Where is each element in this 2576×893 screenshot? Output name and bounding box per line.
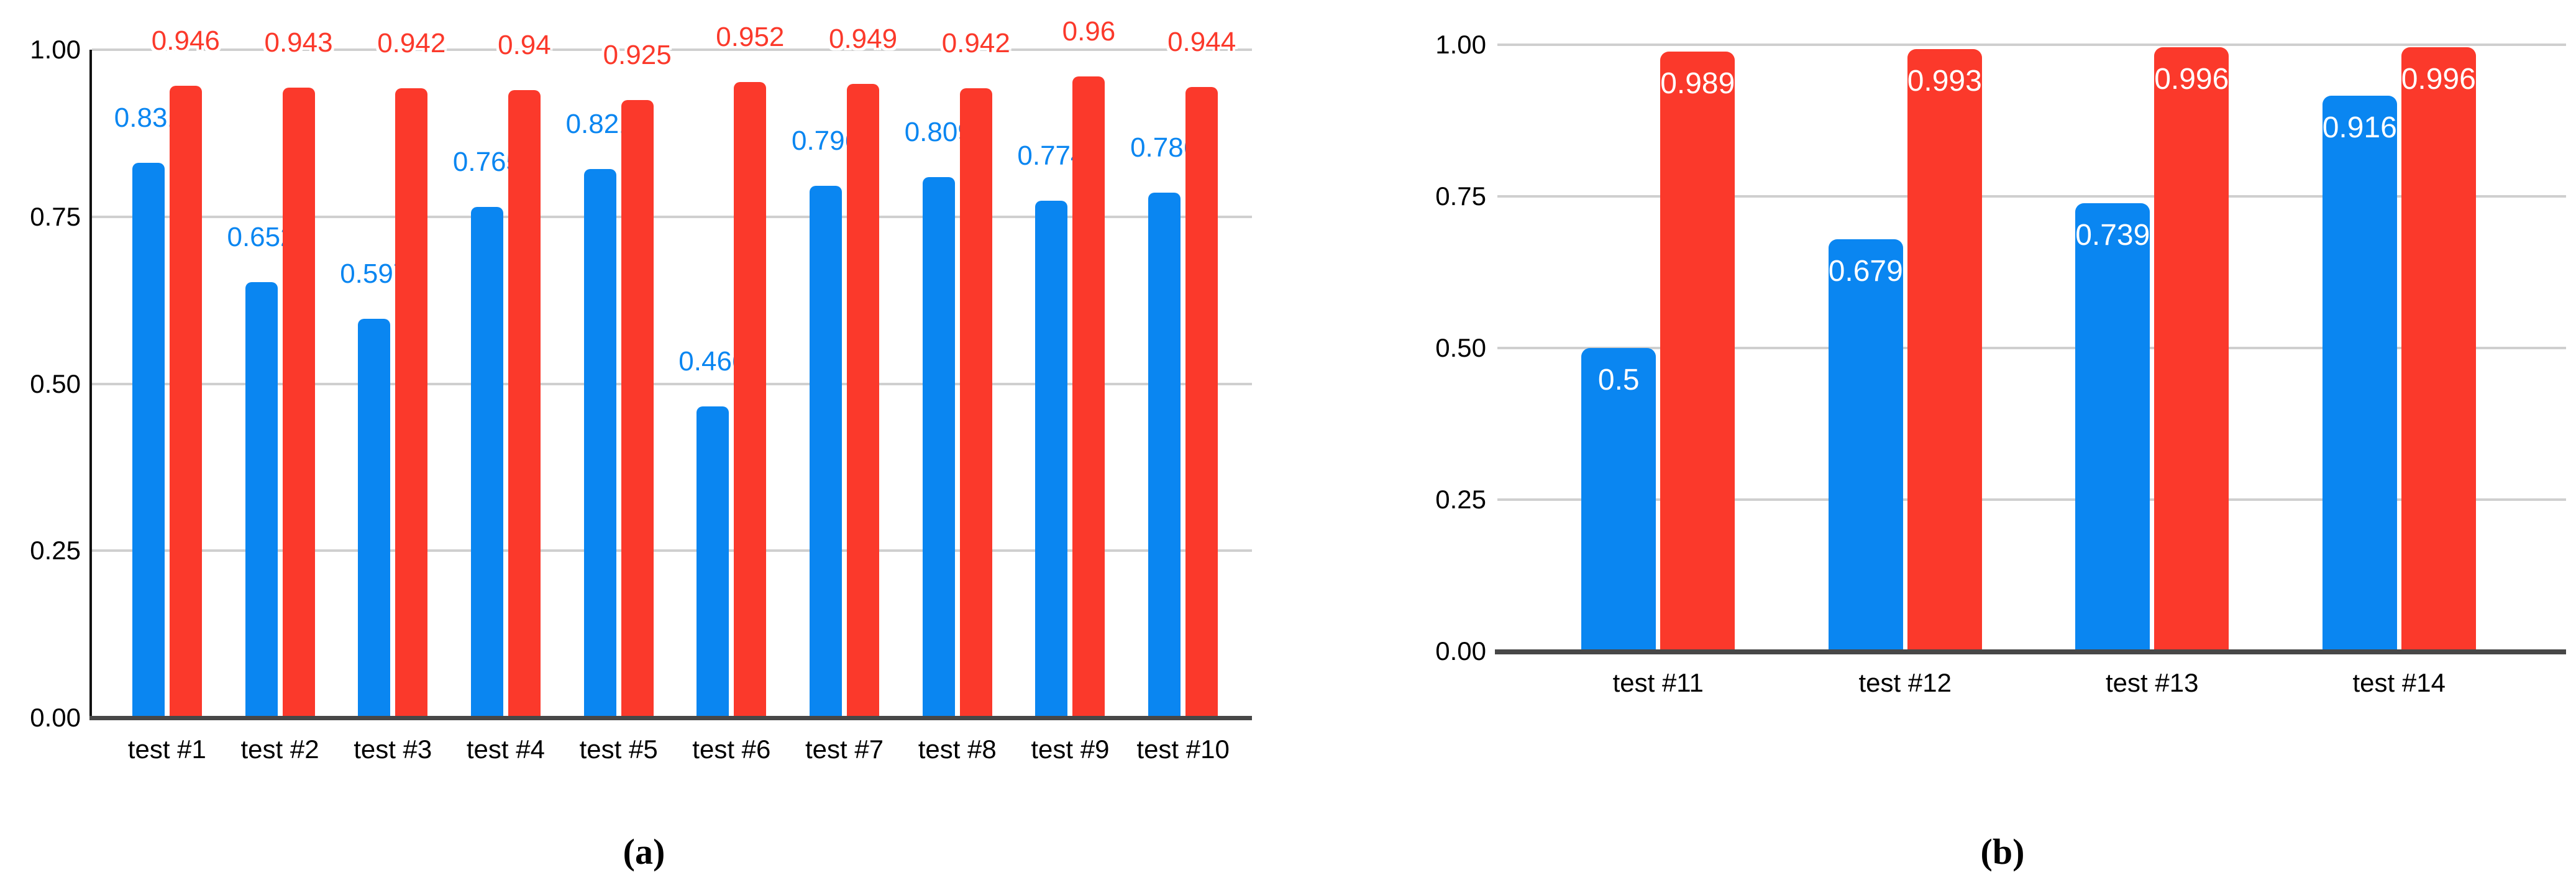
y-tick-label: 1.00 (30, 35, 81, 64)
x-tick-label: test #14 (2352, 668, 2446, 697)
x-tick-label: test #11 (1612, 668, 1704, 697)
gridline (1497, 195, 2566, 198)
bar-red (395, 88, 428, 718)
x-tick-label: test #7 (805, 735, 884, 764)
bar-blue (583, 169, 616, 718)
bar-value-label: 0.943 (264, 27, 333, 58)
x-tick-label: test #5 (579, 735, 658, 764)
chart-a-plot-area: 1.00 0.75 0.50 0.25 0.00 0.831 0.946 test #1 0.6… (30, 16, 1252, 764)
x-tick-label: test #1 (127, 735, 206, 764)
bar-blue (245, 282, 278, 718)
bar-blue (1828, 239, 1903, 651)
gridline (92, 382, 1252, 385)
bar-blue (2075, 203, 2150, 651)
gridline (1497, 347, 2566, 349)
bar-value-label: 0.739 (2075, 218, 2150, 252)
bar-blue (1035, 200, 1068, 718)
y-tick-label: 1.00 (1435, 30, 1486, 59)
bar-blue (922, 177, 955, 718)
bar-value-label: 0.944 (1167, 27, 1236, 58)
x-tick-label: test #3 (354, 735, 432, 764)
y-tick-label: 0.25 (30, 536, 81, 566)
bar-blue (470, 206, 503, 718)
bar-red (847, 83, 880, 718)
bar-red (508, 89, 541, 718)
bar-value-label: 0.5 (1597, 364, 1640, 396)
y-tick-label: 0.00 (30, 703, 81, 732)
bar-value-label: 0.996 (2401, 62, 2476, 96)
gridline (1497, 498, 2566, 501)
bar-value-label: 0.946 (151, 25, 220, 57)
bar-blue (2322, 95, 2397, 651)
chart-a-panel: 1.00 0.75 0.50 0.25 0.00 0.831 0.946 test #1 0.6… (30, 16, 1252, 872)
bar-value-label: 0.916 (2322, 111, 2397, 144)
gridline (92, 48, 1252, 51)
bar-red (959, 88, 992, 718)
chart-b-caption: (b) (1980, 831, 2025, 872)
bar-red (1660, 51, 1735, 651)
bar-blue (358, 319, 391, 718)
x-axis-baseline (89, 716, 1252, 720)
gridline (92, 549, 1252, 552)
bar-blue (697, 406, 729, 718)
bar-red (1185, 87, 1218, 718)
bar-blue (1581, 348, 1656, 651)
y-tick-label: 0.25 (1435, 485, 1486, 514)
chart-a-caption: (a) (623, 831, 665, 872)
bar-blue (810, 186, 843, 718)
x-tick-label: test #12 (1858, 668, 1952, 697)
gridline (92, 215, 1252, 218)
bar-value-label: 0.993 (1907, 64, 1982, 98)
bar-value-label: 0.949 (828, 23, 898, 54)
y-axis-line (89, 50, 92, 720)
y-tick-label: 0.50 (30, 369, 81, 398)
bar-value-label: 0.996 (2154, 62, 2229, 96)
bar-value-label: 0.942 (377, 28, 446, 59)
bar-red (1907, 48, 1982, 651)
x-tick-label: test #2 (240, 735, 319, 764)
x-tick-label: test #8 (918, 735, 997, 764)
bar-value-label: 0.925 (603, 39, 672, 70)
bar-value-label: 0.989 (1660, 66, 1735, 100)
bar-value-label: 0.942 (941, 28, 1010, 59)
bar-red (2154, 47, 2229, 651)
y-tick-label: 0.50 (1435, 333, 1486, 362)
y-tick-label: 0.75 (1435, 181, 1486, 211)
gridline (1497, 44, 2566, 46)
chart-b-plot-area: 1.00 0.75 0.50 0.25 0.00 0.5 0.989 test #11 0.67… (1435, 30, 2566, 697)
bar-red (621, 99, 654, 718)
bar-value-label: 0.96 (1062, 16, 1116, 47)
bar-red (1072, 76, 1105, 718)
bar-red (169, 86, 202, 718)
chart-b-panel: 1.00 0.75 0.50 0.25 0.00 0.5 0.989 test #11 0.67… (1429, 0, 2576, 893)
x-tick-label: test #6 (692, 735, 771, 764)
x-tick-label: test #4 (466, 735, 545, 764)
bar-blue (1148, 193, 1181, 718)
y-tick-label: 0.75 (30, 201, 81, 231)
y-tick-label: 0.00 (1435, 636, 1486, 666)
bar-red (734, 81, 767, 718)
x-tick-label: test #10 (1136, 735, 1230, 764)
bar-value-label: 0.952 (716, 21, 785, 52)
bar-value-label: 0.94 (498, 29, 551, 60)
x-tick-label: test #9 (1031, 735, 1110, 764)
bar-red (2401, 47, 2476, 651)
x-tick-label: test #13 (2106, 668, 2199, 697)
bar-blue (132, 162, 165, 718)
bar-red (282, 88, 315, 718)
bar-value-label: 0.679 (1828, 255, 1903, 288)
x-axis-baseline (1495, 649, 2566, 654)
